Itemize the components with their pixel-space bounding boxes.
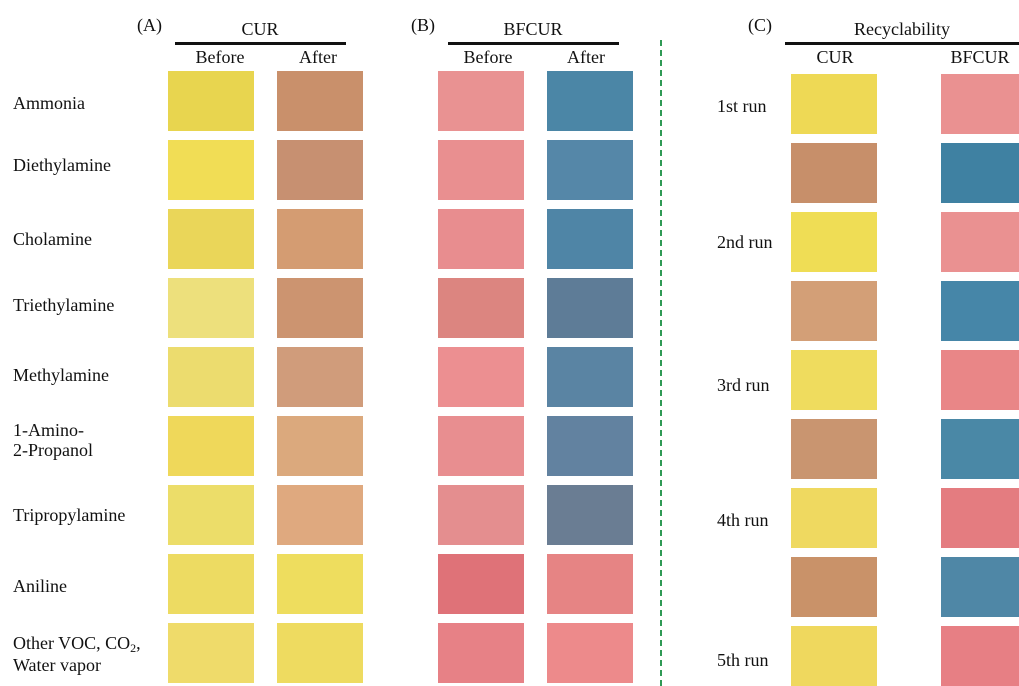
cur-before-swatch-5 (168, 347, 254, 407)
recycle-bfcur-swatch-9 (941, 626, 1019, 686)
row-label-tripropylamine: Tripropylamine (13, 505, 126, 525)
cur-after-swatch-3 (277, 209, 363, 269)
run-label-2: 2nd run (717, 232, 773, 252)
row-label-cholamine: Cholamine (13, 229, 92, 249)
row-label-1-amino-line2: 2-Propanol (13, 440, 93, 460)
panel-a-header-bar (175, 42, 346, 45)
recycle-bfcur-swatch-7 (941, 488, 1019, 548)
panel-a-title: CUR (241, 19, 279, 39)
bfcur-after-swatch-4 (547, 278, 633, 338)
bfcur-after-swatch-8 (547, 554, 633, 614)
recycle-cur-swatch-3 (791, 212, 877, 272)
row-label-diethylamine: Diethylamine (13, 155, 111, 175)
bfcur-after-swatch-1 (547, 71, 633, 131)
row-label-other-voc-line1: Other VOC, CO2, (13, 633, 141, 655)
recycle-cur-swatch-9 (791, 626, 877, 686)
bfcur-before-swatch-7 (438, 485, 524, 545)
cur-after-swatch-8 (277, 554, 363, 614)
row-label-1-amino-line1: 1-Amino- (13, 420, 84, 440)
bfcur-before-swatch-1 (438, 71, 524, 131)
cur-after-swatch-6 (277, 416, 363, 476)
recycle-cur-swatch-4 (791, 281, 877, 341)
cur-before-swatch-9 (168, 623, 254, 683)
cur-before-swatch-7 (168, 485, 254, 545)
cur-after-swatch-1 (277, 71, 363, 131)
panel-a-after-header: After (299, 47, 337, 67)
cur-after-swatch-4 (277, 278, 363, 338)
bfcur-after-swatch-3 (547, 209, 633, 269)
panel-c-cur-header: CUR (816, 47, 854, 67)
bfcur-after-swatch-5 (547, 347, 633, 407)
panel-b-before-header: Before (463, 47, 513, 67)
panel-c-header-bar (785, 42, 1019, 45)
recycle-bfcur-swatch-3 (941, 212, 1019, 272)
panel-divider (660, 40, 662, 686)
cur-before-swatch-2 (168, 140, 254, 200)
bfcur-after-swatch-7 (547, 485, 633, 545)
recycle-cur-swatch-5 (791, 350, 877, 410)
bfcur-before-swatch-6 (438, 416, 524, 476)
recycle-bfcur-swatch-6 (941, 419, 1019, 479)
cur-after-swatch-9 (277, 623, 363, 683)
bfcur-before-swatch-4 (438, 278, 524, 338)
recycle-bfcur-swatch-4 (941, 281, 1019, 341)
cur-before-swatch-4 (168, 278, 254, 338)
recycle-cur-swatch-7 (791, 488, 877, 548)
bfcur-before-swatch-5 (438, 347, 524, 407)
cur-before-swatch-3 (168, 209, 254, 269)
cur-after-swatch-7 (277, 485, 363, 545)
recycle-cur-swatch-6 (791, 419, 877, 479)
bfcur-after-swatch-2 (547, 140, 633, 200)
run-label-3: 3rd run (717, 375, 770, 395)
row-label-ammonia: Ammonia (13, 93, 85, 113)
recycle-cur-swatch-1 (791, 74, 877, 134)
panel-a-label: (A) (137, 15, 162, 35)
recycle-bfcur-swatch-1 (941, 74, 1019, 134)
panel-b-after-header: After (567, 47, 605, 67)
bfcur-before-swatch-2 (438, 140, 524, 200)
recycle-bfcur-swatch-8 (941, 557, 1019, 617)
bfcur-after-swatch-6 (547, 416, 633, 476)
cur-before-swatch-6 (168, 416, 254, 476)
recycle-cur-swatch-8 (791, 557, 877, 617)
panel-a-before-header: Before (195, 47, 245, 67)
recycle-cur-swatch-2 (791, 143, 877, 203)
row-label-methylamine: Methylamine (13, 365, 109, 385)
panel-b-label: (B) (411, 15, 435, 35)
bfcur-before-swatch-9 (438, 623, 524, 683)
cur-before-swatch-1 (168, 71, 254, 131)
panel-b-title: BFCUR (503, 19, 563, 39)
cur-before-swatch-8 (168, 554, 254, 614)
cur-after-swatch-5 (277, 347, 363, 407)
panel-c-label: (C) (748, 15, 772, 35)
panel-c-bfcur-header: BFCUR (950, 47, 1010, 67)
run-label-5: 5th run (717, 650, 769, 670)
row-label-triethylamine: Triethylamine (13, 295, 115, 315)
recycle-bfcur-swatch-5 (941, 350, 1019, 410)
panel-c-title: Recyclability (854, 19, 950, 39)
row-label-aniline: Aniline (13, 576, 67, 596)
run-label-1: 1st run (717, 96, 767, 116)
bfcur-before-swatch-8 (438, 554, 524, 614)
run-label-4: 4th run (717, 510, 769, 530)
bfcur-before-swatch-3 (438, 209, 524, 269)
bfcur-after-swatch-9 (547, 623, 633, 683)
row-label-other-voc-line2: Water vapor (13, 655, 102, 675)
panel-b-header-bar (448, 42, 619, 45)
recycle-bfcur-swatch-2 (941, 143, 1019, 203)
cur-after-swatch-2 (277, 140, 363, 200)
